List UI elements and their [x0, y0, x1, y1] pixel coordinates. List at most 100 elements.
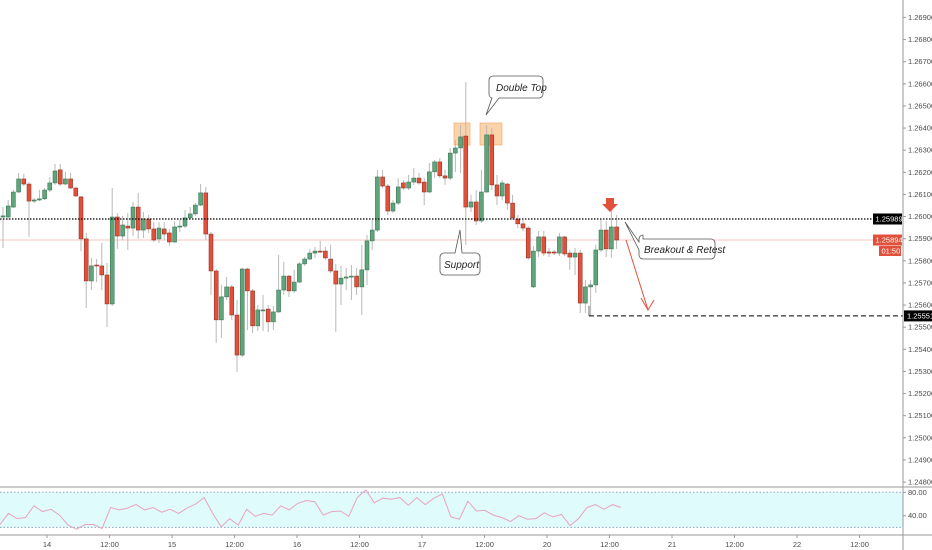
candle[interactable] — [208, 232, 214, 295]
candle[interactable] — [572, 247, 578, 275]
candle[interactable] — [229, 284, 235, 320]
candle[interactable] — [141, 211, 146, 239]
candle[interactable] — [442, 169, 448, 185]
candle[interactable] — [395, 178, 401, 206]
candle[interactable] — [567, 249, 573, 270]
candle[interactable] — [47, 176, 53, 193]
candle[interactable] — [458, 124, 463, 173]
candle[interactable] — [468, 194, 474, 212]
candle[interactable] — [73, 186, 79, 197]
candle[interactable] — [255, 305, 261, 331]
candle[interactable] — [146, 215, 151, 233]
candle[interactable] — [203, 186, 209, 241]
candle[interactable] — [447, 147, 453, 181]
candle[interactable] — [484, 124, 489, 193]
candle[interactable] — [297, 261, 302, 283]
candle[interactable] — [333, 263, 339, 333]
candle[interactable] — [99, 242, 105, 291]
candle[interactable] — [11, 190, 16, 208]
candle[interactable] — [239, 267, 245, 358]
candle[interactable] — [427, 163, 432, 193]
candle[interactable] — [94, 259, 99, 283]
candle[interactable] — [307, 248, 313, 260]
candle[interactable] — [213, 269, 219, 343]
candle[interactable] — [291, 269, 297, 293]
candle[interactable] — [525, 226, 531, 260]
candle[interactable] — [234, 299, 240, 372]
candle[interactable] — [338, 265, 344, 306]
candle[interactable] — [286, 274, 292, 297]
candle[interactable] — [499, 180, 505, 200]
candle[interactable] — [89, 257, 94, 291]
candle[interactable] — [343, 267, 349, 291]
candle[interactable] — [161, 221, 167, 241]
candle[interactable] — [198, 184, 203, 206]
candle[interactable] — [364, 234, 370, 285]
candle[interactable] — [52, 163, 58, 185]
candle[interactable] — [125, 213, 131, 250]
candle[interactable] — [349, 265, 354, 300]
candle[interactable] — [463, 82, 469, 245]
candle[interactable] — [494, 174, 500, 206]
candle[interactable] — [411, 167, 417, 185]
candle[interactable] — [104, 263, 110, 327]
candle[interactable] — [536, 230, 541, 258]
candle[interactable] — [57, 163, 63, 187]
candle[interactable] — [265, 305, 271, 333]
candle[interactable] — [401, 180, 406, 191]
candle[interactable] — [219, 284, 224, 339]
candle[interactable] — [359, 244, 365, 316]
candle[interactable] — [375, 169, 380, 233]
candle[interactable] — [193, 203, 198, 216]
candle[interactable] — [593, 244, 599, 293]
candle[interactable] — [16, 172, 21, 193]
projection-arrow[interactable] — [625, 239, 655, 311]
double-top-callout[interactable]: Double Top — [485, 75, 547, 116]
candle[interactable] — [421, 178, 427, 206]
candle[interactable] — [328, 244, 333, 273]
candle[interactable] — [224, 276, 229, 300]
candle[interactable] — [151, 221, 157, 243]
candle[interactable] — [603, 220, 609, 258]
candle[interactable] — [551, 249, 557, 256]
candle[interactable] — [390, 199, 396, 214]
candle[interactable] — [78, 195, 84, 252]
arrow-down-icon[interactable] — [602, 198, 618, 212]
candle[interactable] — [156, 221, 162, 243]
candle[interactable] — [245, 267, 250, 331]
candle[interactable] — [479, 169, 484, 223]
candle[interactable] — [385, 184, 391, 216]
candle[interactable] — [505, 182, 510, 210]
candle[interactable] — [312, 246, 318, 258]
candle[interactable] — [323, 246, 328, 260]
candle[interactable] — [541, 230, 547, 256]
candle[interactable] — [120, 215, 125, 241]
candle[interactable] — [473, 190, 479, 225]
candle[interactable] — [172, 220, 177, 243]
candle[interactable] — [583, 280, 588, 314]
support-callout[interactable]: Support — [439, 229, 481, 276]
candle[interactable] — [354, 267, 359, 295]
candle[interactable] — [187, 207, 193, 219]
candle[interactable] — [531, 245, 536, 289]
candle[interactable] — [271, 305, 276, 331]
candle[interactable] — [562, 236, 567, 256]
candle[interactable] — [276, 255, 281, 314]
candle[interactable] — [68, 172, 73, 189]
candle[interactable] — [0, 207, 6, 248]
candle[interactable] — [520, 219, 526, 231]
candle[interactable] — [614, 215, 619, 249]
candle[interactable] — [167, 228, 172, 246]
candle[interactable] — [109, 188, 115, 306]
candle[interactable] — [432, 159, 437, 179]
candle[interactable] — [5, 199, 11, 220]
candle[interactable] — [609, 209, 614, 258]
candle[interactable] — [37, 190, 42, 202]
candle[interactable] — [177, 219, 183, 233]
candle[interactable] — [489, 128, 495, 191]
candle[interactable] — [453, 140, 458, 172]
candle[interactable] — [26, 182, 32, 237]
candle[interactable] — [42, 188, 47, 200]
candle[interactable] — [369, 219, 375, 250]
